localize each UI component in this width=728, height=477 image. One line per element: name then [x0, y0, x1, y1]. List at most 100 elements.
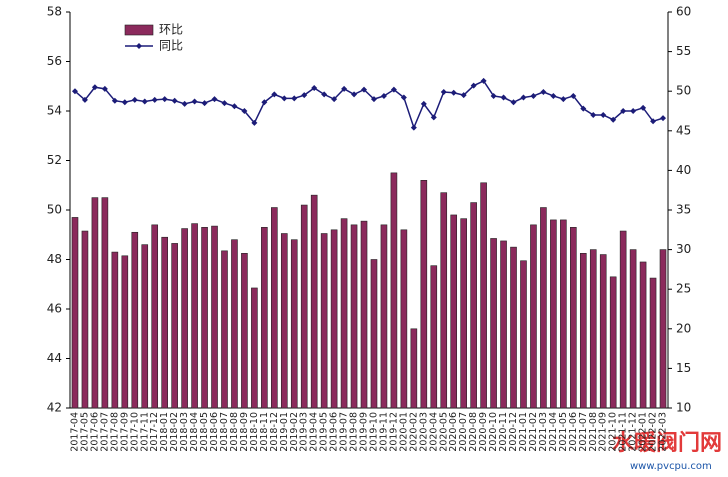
- marker: [660, 115, 667, 122]
- bar: [271, 207, 278, 409]
- bar: [390, 172, 398, 409]
- x-tick-label: 2019-02: [289, 412, 300, 452]
- watermark-url: www.pvcpu.com: [630, 461, 712, 472]
- bar: [589, 249, 597, 409]
- x-tick-label: 2020-01: [398, 412, 409, 452]
- y2-tick-label: 10: [676, 401, 691, 415]
- bar: [540, 207, 547, 409]
- x-tick-label: 2018-12: [269, 412, 280, 452]
- x-tick-label: 2021-01: [518, 412, 529, 452]
- y-tick-label: 54: [47, 104, 62, 118]
- marker: [500, 94, 507, 101]
- x-tick-label: 2020-10: [488, 412, 499, 452]
- bar: [490, 238, 497, 409]
- bar: [350, 224, 358, 409]
- x-tick-label: 2022-03: [658, 412, 669, 452]
- marker: [101, 85, 108, 92]
- y2-tick-label: 25: [676, 282, 691, 296]
- x-tick-label: 2020-02: [408, 412, 419, 452]
- marker: [600, 111, 607, 118]
- marker: [121, 99, 128, 106]
- bar: [81, 230, 89, 409]
- bar: [579, 253, 587, 409]
- bar: [370, 259, 378, 409]
- bar: [320, 233, 328, 409]
- marker: [480, 77, 487, 84]
- y2-tick-label: 50: [676, 84, 691, 98]
- bar: [570, 227, 577, 409]
- marker: [321, 91, 328, 98]
- marker: [221, 100, 228, 107]
- marker: [590, 111, 597, 118]
- y-tick-label: 56: [47, 54, 62, 68]
- x-tick-label: 2020-07: [458, 412, 469, 452]
- marker: [470, 82, 477, 89]
- x-tick-label: 2019-12: [388, 412, 399, 452]
- x-tick-label: 2021-10: [608, 412, 619, 452]
- bar: [91, 197, 99, 409]
- bar: [480, 182, 487, 409]
- x-tick-label: 2019-07: [339, 412, 350, 452]
- bar: [500, 240, 507, 409]
- marker: [430, 114, 437, 121]
- x-tick-label: 2018-08: [229, 412, 240, 452]
- bar: [71, 217, 79, 409]
- x-tick-label: 2020-09: [478, 412, 489, 452]
- y-tick-label: 58: [47, 5, 62, 19]
- bar: [340, 218, 348, 409]
- marker: [211, 96, 218, 103]
- bar: [121, 255, 129, 409]
- marker: [650, 118, 657, 125]
- x-tick-label: 2017-04: [69, 412, 80, 452]
- legend-marker: [136, 43, 142, 49]
- marker: [520, 94, 527, 101]
- bar: [241, 253, 248, 409]
- legend-label: 环比: [159, 23, 183, 37]
- bar: [141, 244, 149, 409]
- bar: [280, 233, 288, 409]
- marker: [251, 119, 258, 126]
- x-tick-label: 2021-04: [548, 412, 559, 452]
- x-tick-label: 2022-01: [638, 412, 649, 452]
- bar: [410, 328, 418, 409]
- x-tick-label: 2019-01: [279, 412, 290, 452]
- bar: [131, 231, 139, 409]
- marker: [490, 92, 497, 99]
- marker: [91, 84, 98, 91]
- marker: [141, 98, 148, 105]
- marker: [351, 91, 358, 98]
- y2-tick-label: 30: [676, 242, 691, 256]
- marker: [201, 100, 208, 107]
- watermark-title: 水暖阀门网: [612, 430, 722, 456]
- bar: [649, 277, 657, 409]
- marker: [420, 100, 427, 107]
- y-tick-label: 50: [47, 203, 62, 217]
- bar: [520, 260, 527, 409]
- x-tick-label: 2021-08: [588, 412, 599, 452]
- y2-tick-label: 45: [676, 123, 691, 137]
- bar: [460, 218, 467, 409]
- marker: [450, 89, 457, 96]
- x-tick-label: 2020-03: [418, 412, 429, 452]
- marker: [390, 86, 397, 93]
- x-tick-label: 2020-04: [428, 412, 439, 452]
- bar: [251, 287, 258, 409]
- x-tick-label: 2017-08: [109, 412, 120, 452]
- bar: [330, 229, 338, 409]
- marker: [640, 104, 647, 111]
- bar: [161, 236, 168, 409]
- marker: [361, 86, 368, 93]
- x-tick-label: 2021-03: [538, 412, 549, 452]
- y-tick-label: 44: [47, 351, 62, 365]
- marker: [580, 105, 587, 112]
- x-tick-label: 2017-11: [139, 412, 150, 452]
- bar: [599, 254, 607, 409]
- marker: [191, 98, 198, 105]
- bar: [400, 229, 408, 409]
- x-tick-label: 2019-04: [309, 412, 320, 452]
- x-tick-label: 2017-12: [149, 412, 160, 452]
- marker: [460, 92, 467, 99]
- y2-tick-label: 15: [676, 361, 691, 375]
- y-tick-label: 46: [47, 302, 62, 316]
- marker: [311, 85, 318, 92]
